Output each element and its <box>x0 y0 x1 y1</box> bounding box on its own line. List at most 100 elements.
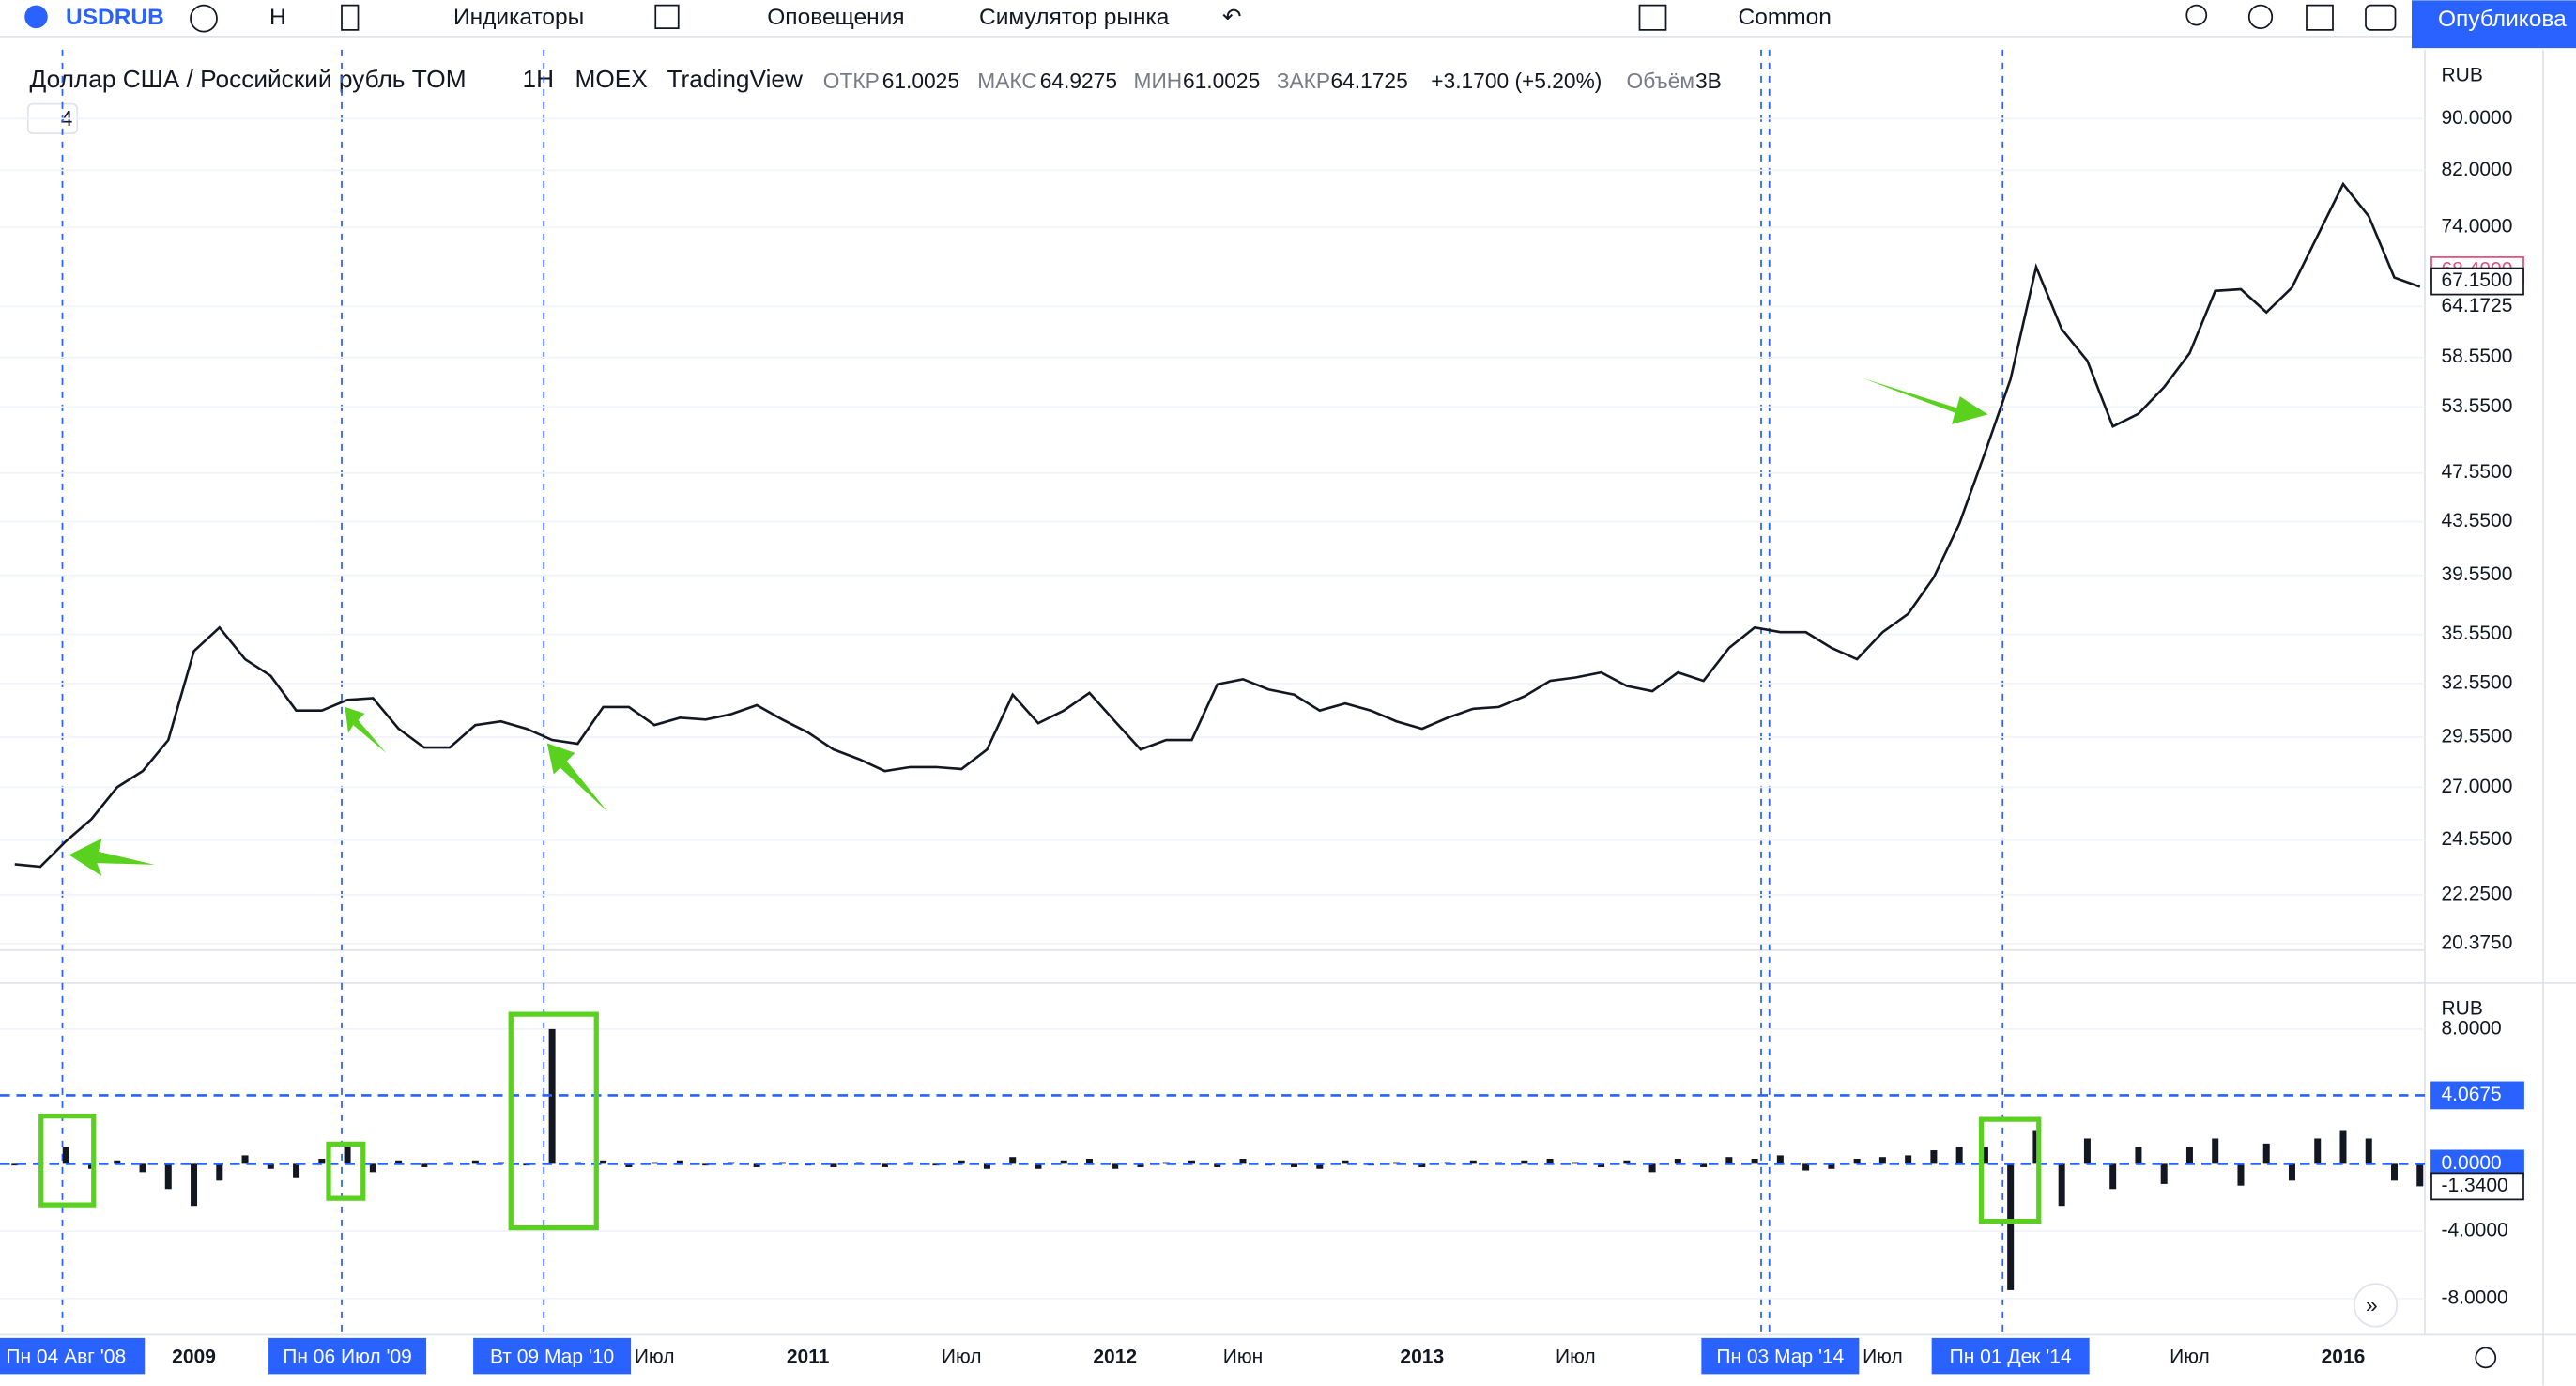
y-tick-label: 24.5500 <box>2442 828 2513 850</box>
indicator-bar <box>293 1163 300 1178</box>
indicator-bar <box>1188 1160 1195 1164</box>
indicator-bar <box>62 1147 69 1164</box>
y-tick-label: -4.0000 <box>2442 1220 2508 1241</box>
indicator-bar <box>191 1163 198 1207</box>
y-tick-label: 29.5500 <box>2442 726 2513 747</box>
indicator-bar <box>1112 1163 1119 1169</box>
indicator-bar <box>1878 1157 1886 1164</box>
high-label: МАКС <box>977 69 1037 93</box>
indicator-bar <box>651 1162 658 1164</box>
legend-source: TradingView <box>667 65 804 93</box>
axis-settings[interactable] <box>2475 1347 2497 1369</box>
axis-currency: RUB <box>2442 64 2483 85</box>
indicator-bar <box>1828 1163 1835 1169</box>
alerts-button[interactable]: Оповещения <box>767 5 904 30</box>
publish-button[interactable] <box>2412 0 2576 49</box>
price-marker <box>2430 1081 2524 1110</box>
indicator-bar <box>318 1158 326 1164</box>
time-highlight <box>1931 1337 2090 1375</box>
close-value: 64.1725 <box>1331 69 1408 93</box>
indicator-bar <box>1725 1157 1733 1164</box>
price-marker-label: 0.0000 <box>2442 1152 2502 1174</box>
indicator-bar <box>1418 1163 1426 1167</box>
x-tick-label: Июл <box>635 1346 675 1367</box>
layout-button[interactable]: Common <box>1739 5 1832 30</box>
volume-label: Объём <box>1627 69 1694 93</box>
open-label: ОТКР <box>823 69 880 93</box>
indicator-bar <box>2390 1163 2398 1181</box>
select-box[interactable] <box>1638 4 1667 31</box>
arrows <box>69 377 1988 877</box>
indicator-bar <box>1776 1155 1784 1164</box>
change-value: +3.1700 (+5.20%) <box>1431 69 1602 93</box>
indicator-bar <box>471 1160 479 1164</box>
x-tick-label: 2013 <box>1400 1346 1444 1367</box>
axis-currency: RUB <box>2442 997 2483 1019</box>
indicator-bar <box>958 1160 965 1164</box>
indicator-bar <box>2314 1138 2322 1164</box>
low-value: 61.0025 <box>1183 69 1260 93</box>
symbol[interactable]: USDRUB <box>66 5 164 30</box>
y-tick-label: 32.5500 <box>2442 671 2513 693</box>
replay-button[interactable]: Симулятор рынка <box>979 5 1170 30</box>
indicator-bar <box>1981 1147 1988 1164</box>
x-tick-label: Июл <box>1863 1346 1903 1367</box>
indicator-bar <box>267 1163 274 1169</box>
indicator-bar <box>1291 1163 1298 1167</box>
open-value: 61.0025 <box>882 69 959 93</box>
x-tick-label: Июл <box>1556 1346 1596 1367</box>
indicator-bar <box>2135 1147 2142 1164</box>
templates[interactable] <box>654 4 680 30</box>
indicator-bar <box>1930 1150 1938 1164</box>
x-tick-label: Пн 01 Дек '14 <box>1950 1346 2072 1367</box>
scroll-to-end[interactable] <box>2353 1283 2399 1328</box>
arrow <box>546 743 608 812</box>
fullscreen[interactable] <box>2306 4 2334 31</box>
indicator-bar <box>625 1163 633 1167</box>
indicator-bar <box>778 1162 786 1164</box>
indicator-bar <box>216 1163 223 1181</box>
x-tick-label: Июл <box>942 1346 982 1367</box>
indicator-bar <box>1162 1162 1170 1164</box>
y-tick-label: 82.0000 <box>2442 159 2513 180</box>
screenshot[interactable] <box>2365 4 2397 31</box>
publish-label[interactable]: Опубликова <box>2438 7 2567 32</box>
y-tick-label: 74.0000 <box>2442 216 2513 238</box>
y-tick-label: 39.5500 <box>2442 563 2513 585</box>
indicators-button[interactable]: Индикаторы <box>453 5 584 30</box>
x-tick-label: 2011 <box>787 1346 830 1367</box>
arrow <box>69 838 155 877</box>
indicator-bar <box>1546 1158 1554 1164</box>
x-tick-label: Вт 09 Мар '10 <box>490 1346 614 1367</box>
indicator-bar <box>1521 1160 1528 1164</box>
indicator-bar <box>676 1160 683 1164</box>
search[interactable] <box>2185 4 2208 26</box>
undo[interactable]: ↶ <box>1222 5 1242 30</box>
legend-title: Доллар США / Российский рубль TOM <box>30 65 467 93</box>
indicator-bar <box>548 1028 556 1164</box>
x-tick-label: 2016 <box>2322 1346 2366 1367</box>
indicator-bar <box>753 1163 760 1167</box>
add-symbol[interactable] <box>190 4 218 33</box>
indicator-bar <box>1751 1158 1758 1164</box>
scroll-to-end-icon[interactable]: » <box>2366 1293 2378 1317</box>
indicator-bar <box>1802 1163 1810 1171</box>
indicator-bar <box>2365 1138 2372 1164</box>
price-marker-label: -1.3400 <box>2442 1175 2508 1196</box>
y-tick-label: 64.1725 <box>2442 295 2513 316</box>
indicator-bar <box>1342 1160 1349 1164</box>
indicator-bar <box>2288 1163 2295 1181</box>
x-tick-label: Июн <box>1223 1346 1263 1367</box>
indicator-bar <box>164 1163 172 1190</box>
indicator-bar <box>1137 1163 1144 1167</box>
chart-type[interactable] <box>341 4 360 31</box>
indicator-bar <box>1009 1157 1017 1164</box>
low-label: МИН <box>1134 69 1183 93</box>
indicator-bar <box>2339 1130 2347 1164</box>
legend-interval: 1Н <box>523 65 555 93</box>
settings[interactable] <box>2247 4 2274 30</box>
indicator-bar <box>2237 1163 2245 1186</box>
interval-button[interactable]: Н <box>269 5 286 30</box>
close-label: ЗАКР <box>1277 69 1330 93</box>
indicator-bar <box>983 1163 990 1169</box>
